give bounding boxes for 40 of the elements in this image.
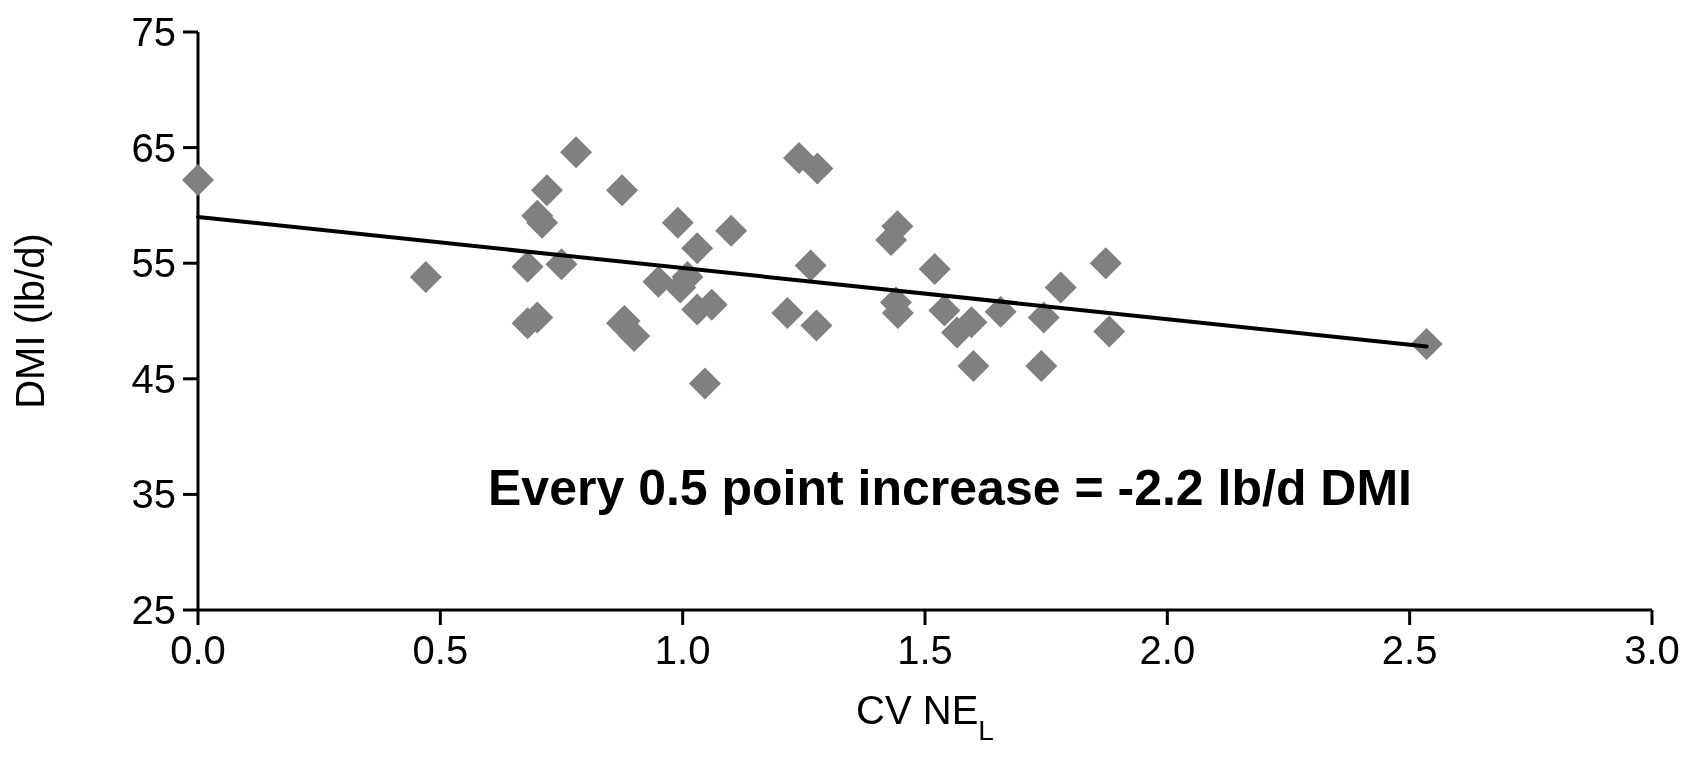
point xyxy=(794,249,827,282)
y-tick-label: 55 xyxy=(131,241,176,286)
point xyxy=(771,296,804,329)
point xyxy=(928,294,961,327)
point xyxy=(661,206,694,239)
y-tick-label: 65 xyxy=(131,125,176,170)
point xyxy=(1025,350,1058,383)
point xyxy=(715,214,748,247)
y-tick-label: 35 xyxy=(131,472,176,517)
point xyxy=(801,152,834,185)
x-axis-title: CV NE$_{L}$ xyxy=(856,688,994,746)
x-tick-label: 2.5 xyxy=(1381,628,1438,672)
point xyxy=(409,261,442,294)
y-axis-title: DMI (lb/d) xyxy=(8,233,52,409)
point xyxy=(642,265,675,298)
point xyxy=(530,174,563,207)
y-tick-label: 75 xyxy=(131,10,176,54)
point xyxy=(606,174,639,207)
point xyxy=(511,250,544,283)
point xyxy=(1027,301,1060,334)
point xyxy=(560,136,593,169)
point xyxy=(681,232,714,265)
point xyxy=(1089,247,1122,280)
x-tick-label: 1.5 xyxy=(897,628,953,672)
point xyxy=(688,367,721,400)
point xyxy=(940,316,973,349)
point xyxy=(800,309,833,342)
x-tick-label: 0.5 xyxy=(412,628,469,672)
point xyxy=(1093,315,1126,348)
point xyxy=(182,163,214,196)
point xyxy=(1044,271,1077,304)
point xyxy=(918,252,951,285)
x-tick-label: 2.0 xyxy=(1139,628,1196,672)
y-tick-label: 45 xyxy=(131,356,176,401)
x-tick-label: 1.0 xyxy=(654,628,711,672)
point xyxy=(957,350,990,383)
annotation: Every 0.5 point increase = -2.2 lb/d DMI xyxy=(488,460,1412,516)
x-tick-label: 3.0 xyxy=(1624,628,1680,672)
point xyxy=(984,295,1017,328)
point xyxy=(782,142,815,174)
